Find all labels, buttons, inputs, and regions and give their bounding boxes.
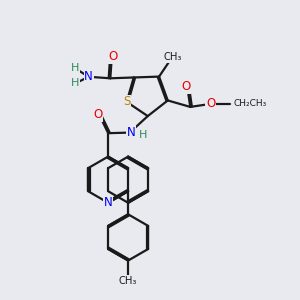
- Text: CH₂CH₃: CH₂CH₃: [234, 99, 267, 108]
- Text: O: O: [93, 108, 102, 121]
- Text: O: O: [206, 98, 215, 110]
- Text: CH₃: CH₃: [119, 276, 137, 286]
- Text: O: O: [181, 80, 190, 93]
- Text: H: H: [71, 63, 80, 74]
- Text: CH₃: CH₃: [164, 52, 182, 62]
- Text: H: H: [71, 78, 80, 88]
- Text: O: O: [109, 50, 118, 63]
- Text: N: N: [104, 196, 112, 209]
- Text: N: N: [84, 70, 93, 83]
- Text: H: H: [139, 130, 147, 140]
- Text: S: S: [123, 95, 130, 108]
- Text: N: N: [127, 126, 135, 139]
